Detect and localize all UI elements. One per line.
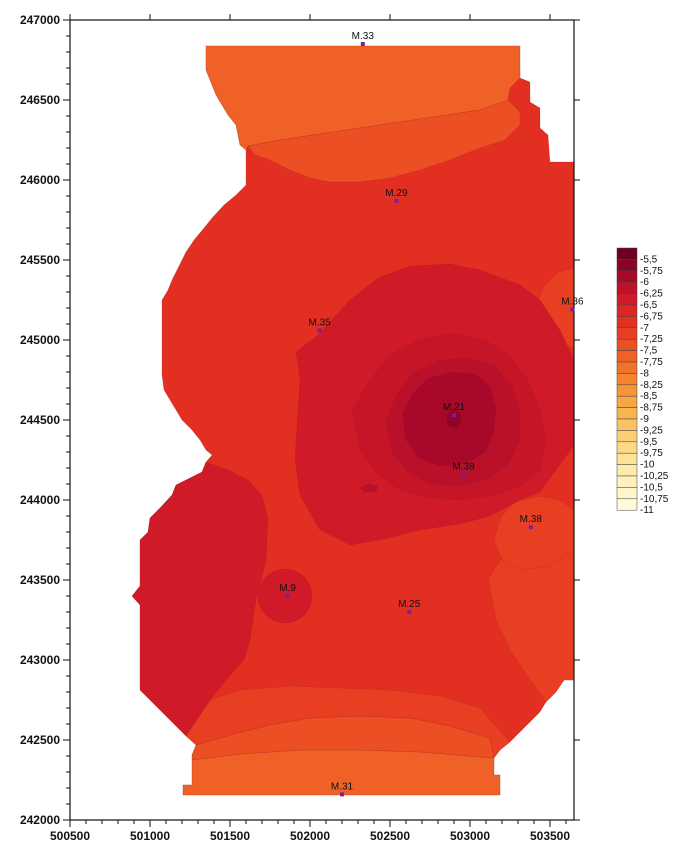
station-marker	[407, 610, 412, 614]
y-axis: 242000 242500 243000 243500 244000 244500 2450…	[20, 13, 580, 827]
legend-label: -6,25	[640, 289, 663, 300]
y-tick-label: 247000	[20, 13, 60, 27]
legend-swatch	[616, 452, 638, 465]
contour-patch-small	[359, 483, 379, 493]
x-tick-label: 502500	[370, 829, 410, 843]
legend-swatch	[616, 281, 638, 294]
contour-band-minus5-75	[445, 409, 463, 429]
station-label: M.38	[520, 514, 543, 525]
x-tick-label: 500500	[50, 829, 90, 843]
contour-band-left-upper	[131, 461, 269, 737]
legend-swatch	[616, 498, 638, 511]
legend-label: -7,5	[640, 346, 658, 357]
y-tick-label: 243500	[20, 573, 60, 587]
legend-swatch	[616, 247, 638, 260]
y-tick-label: 246000	[20, 173, 60, 187]
legend-label: -9	[640, 414, 649, 425]
legend-label: -7,25	[640, 334, 663, 345]
y-tick-label: 242000	[20, 813, 60, 827]
legend-label: -7	[640, 323, 649, 334]
y-tick-label: 244000	[20, 493, 60, 507]
legend-swatch	[616, 418, 638, 431]
y-tick-label: 245500	[20, 253, 60, 267]
legend-label: -5,75	[640, 266, 663, 277]
contour-patch-m9	[257, 568, 313, 624]
legend-label: -10,25	[640, 471, 669, 482]
x-tick-label: 501500	[210, 829, 250, 843]
station-marker	[461, 472, 466, 477]
legend-swatch	[616, 384, 638, 397]
legend-swatch	[616, 350, 638, 363]
station-marker	[360, 42, 365, 46]
y-tick-label: 242500	[20, 733, 60, 747]
station-marker	[340, 792, 344, 797]
legend-swatch	[616, 464, 638, 477]
contour-band-minus7-25-bottom	[185, 685, 511, 759]
legend-swatch	[616, 430, 638, 443]
legend-label: -6	[640, 277, 649, 288]
legend-label: -6,5	[640, 300, 658, 311]
legend-label: -8	[640, 368, 649, 379]
legend-label: -10,5	[640, 482, 663, 493]
station-marker	[570, 307, 575, 312]
legend-swatch	[616, 361, 638, 374]
legend-swatch	[616, 487, 638, 500]
legend-swatch	[616, 441, 638, 454]
legend-swatch	[616, 293, 638, 306]
station-label: M.25	[398, 599, 421, 610]
legend-swatch	[616, 270, 638, 283]
legend-label: -8,75	[640, 403, 663, 414]
legend-label: -5,5	[640, 254, 658, 265]
x-tick-label: 502000	[290, 829, 330, 843]
x-tick-label: 503500	[530, 829, 570, 843]
legend-swatch	[616, 373, 638, 386]
station-marker	[394, 198, 399, 203]
legend-label: -10,75	[640, 494, 669, 505]
contour-band-minus7-5-top	[247, 99, 521, 183]
legend-label: -11	[640, 505, 654, 516]
station-marker	[452, 413, 456, 418]
contour-field	[131, 45, 575, 796]
station-marker	[285, 594, 290, 598]
legend-label: -7,75	[640, 357, 663, 368]
y-tick-label: 245000	[20, 333, 60, 347]
legend-swatch	[616, 407, 638, 420]
station-label: M.29	[385, 188, 408, 199]
station-label: M.35	[308, 317, 331, 328]
x-axis: 500500 501000 501500 502000 502500 503000 5035…	[50, 14, 570, 843]
station-label: M.33	[352, 31, 375, 42]
x-tick-label: 503000	[450, 829, 490, 843]
station-label: M.9	[279, 583, 296, 594]
legend-label: -9,25	[640, 425, 663, 436]
y-tick-label: 243000	[20, 653, 60, 667]
legend-label: -6,75	[640, 311, 663, 322]
legend-swatch	[616, 338, 638, 351]
legend-swatch	[616, 395, 638, 408]
legend-swatch	[616, 475, 638, 488]
legend-swatch	[616, 316, 638, 329]
station-label: M.31	[331, 781, 354, 792]
station-marker	[317, 328, 322, 333]
stations-layer: M.33 M.29 M.36 M.35 M.21 M.39 M.38 M.9 M.25 M.31	[279, 31, 584, 797]
station-label: M.36	[561, 297, 584, 308]
y-tick-label: 244500	[20, 413, 60, 427]
legend-swatch	[616, 304, 638, 317]
x-tick-label: 501000	[130, 829, 170, 843]
legend-label: -8,25	[640, 380, 663, 391]
legend: -5,5-5,75-6-6,25-6,5-6,75-7-7,25-7,5-7,7…	[616, 247, 669, 516]
legend-label: -8,5	[640, 391, 658, 402]
legend-label: -10	[640, 460, 655, 471]
y-tick-label: 246500	[20, 93, 60, 107]
station-label: M.39	[452, 461, 475, 472]
legend-label: -9,75	[640, 448, 663, 459]
contour-patch-m38	[493, 495, 575, 571]
legend-swatch	[616, 259, 638, 272]
station-label: M.21	[443, 402, 466, 413]
legend-label: -9,5	[640, 437, 658, 448]
legend-swatch	[616, 327, 638, 340]
station-marker	[528, 525, 533, 530]
